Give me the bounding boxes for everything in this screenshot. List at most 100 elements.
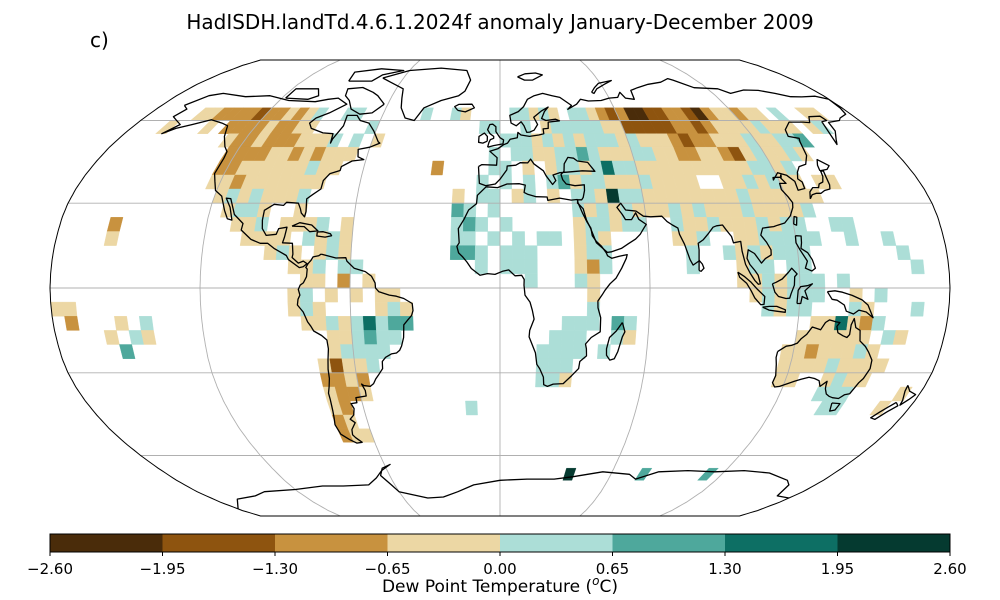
- north-america-coast: [161, 92, 381, 269]
- anomaly-cell: [325, 316, 340, 331]
- anomaly-cell: [312, 273, 326, 289]
- anomaly-cell: [597, 217, 611, 232]
- colorbar-swatch: [50, 534, 163, 552]
- anomaly-cell: [869, 400, 893, 416]
- sumatra-coast: [737, 271, 766, 306]
- colorbar-label-end: C): [600, 577, 619, 597]
- anomaly-cell: [263, 245, 278, 260]
- anomaly-cell: [811, 287, 826, 303]
- baffin-coast: [344, 86, 385, 115]
- anomaly-cell: [586, 259, 601, 275]
- anomaly-cell: [558, 372, 573, 388]
- anomaly-cell: [580, 174, 595, 190]
- longitude-gridline: [579, 60, 651, 516]
- map-title: HadISDH.landTd.4.6.1.2024f anomaly Janua…: [186, 10, 813, 34]
- anomaly-cell: [597, 231, 612, 246]
- anomaly-cell: [299, 287, 314, 303]
- borneo-coast: [771, 267, 798, 300]
- anomaly-cell: [340, 344, 355, 359]
- colorbar-tick-label: 0.00: [483, 560, 516, 578]
- anomaly-cell: [524, 245, 538, 260]
- anomaly-cell: [103, 330, 120, 345]
- anomaly-cell: [342, 147, 360, 162]
- colorbar-ticks: −2.60 −1.95 −1.30 −0.65 0.00 0.65 1.30 1.95 2.60: [27, 552, 967, 578]
- anomaly-cell: [387, 316, 402, 331]
- anomaly-cell: [337, 259, 351, 275]
- hokkaido-coast: [816, 158, 830, 172]
- anomaly-cell: [512, 231, 526, 246]
- anomaly-cell: [337, 316, 352, 331]
- anomaly-cell: [487, 203, 501, 218]
- anomaly-cell: [572, 344, 587, 359]
- anomaly-cell: [499, 160, 512, 176]
- anomaly-cell: [547, 358, 562, 373]
- anomaly-cell: [599, 259, 613, 275]
- anomaly-cells: [50, 107, 925, 481]
- anomaly-cell: [326, 330, 341, 345]
- panel-label: c): [90, 28, 109, 52]
- victoria-island-coast: [285, 88, 320, 100]
- anomaly-cell: [362, 273, 376, 289]
- japan-coast: [809, 170, 831, 200]
- anomaly-cell: [499, 245, 513, 260]
- anomaly-cell: [833, 316, 849, 331]
- anomaly-cell: [64, 316, 80, 331]
- anomaly-cell: [855, 330, 872, 345]
- anomaly-cell: [544, 160, 558, 176]
- anomaly-cell: [388, 330, 403, 345]
- tasmania-coast: [829, 402, 841, 412]
- anomaly-cell: [340, 217, 355, 232]
- anomaly-cell: [694, 217, 709, 232]
- anomaly-cell: [745, 231, 761, 246]
- australia-coast: [771, 317, 873, 400]
- anomaly-cell: [682, 217, 697, 232]
- colorbar-label-main: Dew Point Temperature (: [382, 577, 592, 597]
- anomaly-cell: [510, 147, 523, 162]
- coastlines: [161, 67, 917, 509]
- anomaly-cell: [326, 160, 344, 176]
- anomaly-cell: [574, 245, 588, 260]
- iceland-coast: [454, 103, 476, 113]
- philippines-coast: [794, 235, 817, 272]
- anomaly-cell: [430, 160, 445, 176]
- anomaly-cell: [587, 273, 601, 289]
- anomaly-cell: [312, 259, 327, 275]
- anomaly-cell: [512, 245, 526, 260]
- colorbar-label-sup: o: [592, 574, 599, 588]
- anomaly-cell: [722, 245, 737, 260]
- anomaly-cell: [449, 245, 464, 260]
- anomaly-cell: [747, 245, 762, 260]
- anomaly-cell: [338, 231, 353, 246]
- anomaly-cell: [311, 174, 328, 190]
- new-zealand-north-coast: [899, 385, 917, 406]
- anomaly-cell: [374, 301, 389, 317]
- anomaly-cell: [546, 188, 561, 204]
- anomaly-cell: [785, 301, 800, 317]
- anomaly-cell: [521, 147, 534, 162]
- anomaly-cell: [400, 316, 414, 331]
- anomaly-cell: [315, 217, 330, 232]
- anomaly-cell: [352, 344, 367, 359]
- anomaly-cell: [874, 287, 888, 303]
- anomaly-cell: [784, 245, 799, 260]
- colorbar-swatch: [387, 534, 501, 552]
- anomaly-cell: [858, 316, 874, 331]
- anomaly-cell: [792, 147, 815, 162]
- novaya-zemlya-coast: [591, 79, 612, 95]
- anomaly-cell: [561, 316, 575, 331]
- anomaly-cell: [843, 231, 860, 246]
- anomaly-cell: [324, 287, 338, 303]
- anomaly-cell: [562, 468, 577, 481]
- anomaly-cell: [350, 316, 365, 331]
- anomaly-cell: [487, 231, 501, 246]
- anomaly-cell: [594, 188, 609, 204]
- south-america-coast: [296, 253, 414, 444]
- anomaly-cell: [376, 330, 390, 345]
- colorbar-swatch: [162, 534, 276, 552]
- anomaly-cell: [765, 107, 791, 121]
- anomaly-cell: [329, 358, 345, 373]
- anomaly-cell: [697, 468, 719, 481]
- anomaly-cell: [301, 231, 317, 246]
- anomaly-cell: [106, 217, 124, 232]
- anomaly-cell: [548, 231, 563, 246]
